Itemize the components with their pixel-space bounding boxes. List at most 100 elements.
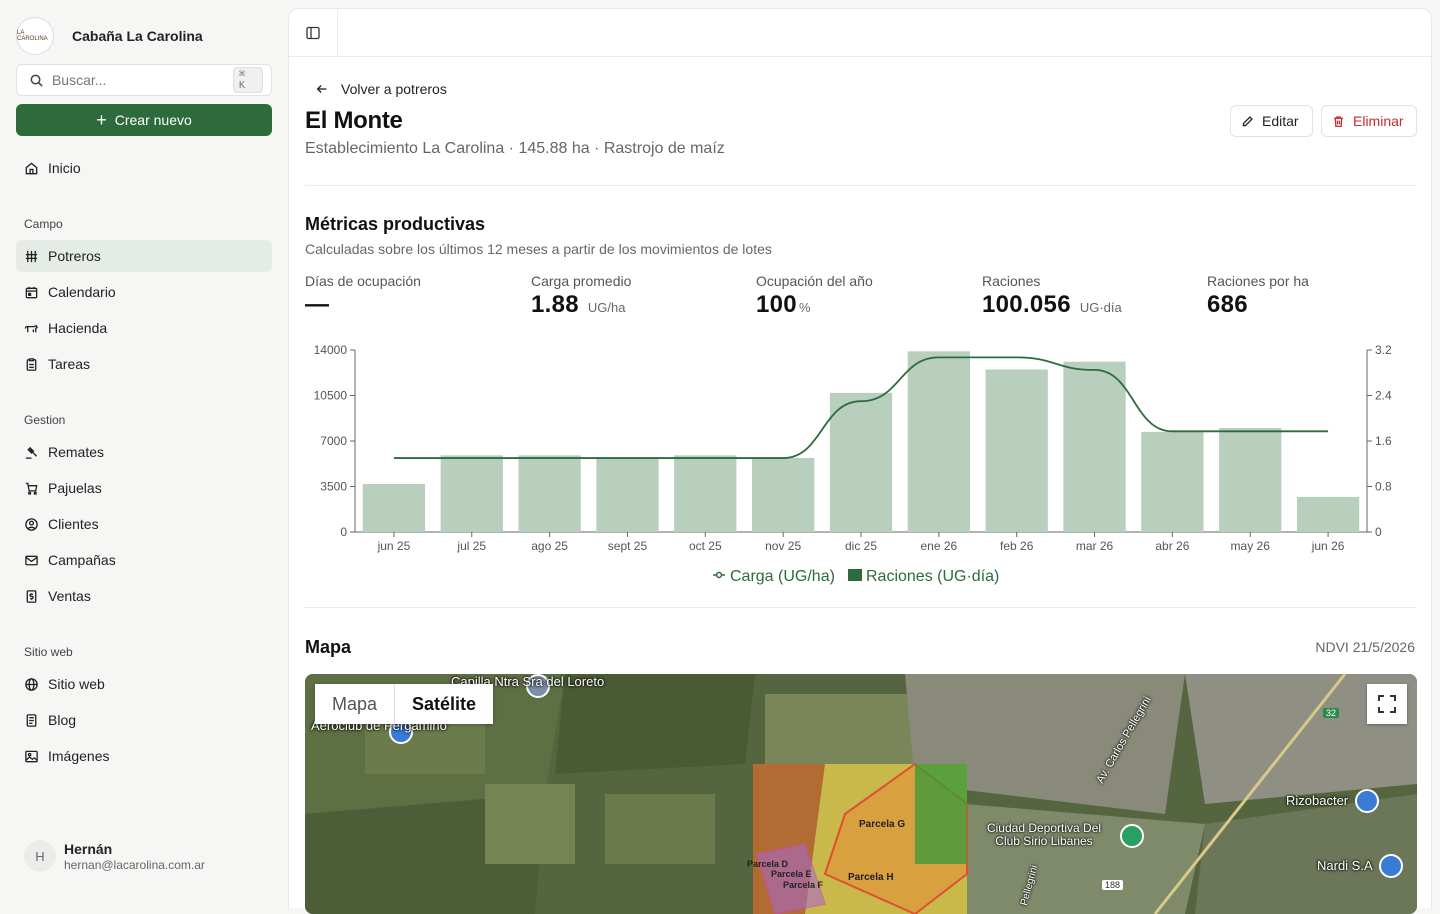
chart-bar bbox=[441, 455, 503, 532]
nav-section-campo: Campo bbox=[24, 217, 63, 231]
sidebar-item-clientes[interactable]: Clientes bbox=[16, 508, 272, 540]
parcel-label[interactable]: Parcela E bbox=[771, 869, 812, 879]
map-view[interactable]: Capilla Ntra Sra del Loreto Aeroclub de … bbox=[305, 674, 1417, 914]
pencil-icon bbox=[1241, 115, 1254, 128]
back-label: Volver a potreros bbox=[341, 81, 447, 97]
brand[interactable]: LA CAROLINA Cabaña La Carolina bbox=[16, 16, 203, 56]
y-right-tick-label: 0.8 bbox=[1375, 480, 1392, 494]
x-tick-label: nov 25 bbox=[765, 539, 801, 553]
create-new-label: Crear nuevo bbox=[115, 112, 192, 128]
metric-value-text: 100 bbox=[756, 291, 797, 318]
plus-icon: + bbox=[96, 111, 107, 129]
legend-bar-swatch bbox=[848, 569, 862, 581]
sidebar-item-pajuelas[interactable]: Pajuelas bbox=[16, 472, 272, 504]
sidebar-item-blog[interactable]: Blog bbox=[16, 704, 272, 736]
document-icon bbox=[24, 713, 39, 728]
chart-bar bbox=[1297, 497, 1359, 532]
fullscreen-button[interactable] bbox=[1367, 684, 1407, 724]
y-left-tick-label: 7000 bbox=[320, 434, 347, 448]
back-link[interactable]: Volver a potreros bbox=[315, 81, 447, 97]
y-left-tick-label: 0 bbox=[340, 525, 347, 539]
avatar: H bbox=[24, 840, 56, 872]
sidebar-item-campanas[interactable]: Campañas bbox=[16, 544, 272, 576]
metric-label: Raciones por ha bbox=[1207, 273, 1309, 289]
page-subtitle: Establecimiento La Carolina · 145.88 ha … bbox=[305, 140, 725, 158]
search-input[interactable] bbox=[52, 72, 233, 88]
search-box[interactable]: ⌘ K bbox=[16, 64, 272, 96]
sidebar-item-calendario[interactable]: Calendario bbox=[16, 276, 272, 308]
main-panel: Volver a potreros El Monte Establecimien… bbox=[288, 8, 1432, 908]
chart-bar bbox=[1219, 428, 1281, 532]
metric-value-text: 100.056 bbox=[982, 291, 1071, 318]
x-tick-label: oct 25 bbox=[689, 539, 722, 553]
sidebar-item-ventas[interactable]: Ventas bbox=[16, 580, 272, 612]
delete-button[interactable]: Eliminar bbox=[1321, 105, 1417, 137]
metrics-title: Métricas productivas bbox=[305, 214, 485, 235]
chart-bar bbox=[674, 455, 736, 532]
sidebar-item-inicio[interactable]: Inicio bbox=[16, 152, 272, 184]
sidebar-item-sitio-web[interactable]: Sitio web bbox=[16, 668, 272, 700]
metric-label: Días de ocupación bbox=[305, 273, 421, 289]
metric-label: Ocupación del año bbox=[756, 273, 873, 289]
y-left-tick-label: 14000 bbox=[314, 343, 348, 357]
sidebar-item-label: Ventas bbox=[48, 588, 91, 604]
sidebar-item-remates[interactable]: Remates bbox=[16, 436, 272, 468]
gavel-icon bbox=[24, 445, 39, 460]
globe-icon bbox=[24, 677, 39, 692]
y-right-tick-label: 1.6 bbox=[1375, 434, 1392, 448]
parcel-label[interactable]: Parcela F bbox=[783, 880, 823, 890]
sidebar-item-tareas[interactable]: Tareas bbox=[16, 348, 272, 380]
sidebar-item-potreros[interactable]: Potreros bbox=[16, 240, 272, 272]
cart-icon bbox=[24, 481, 39, 496]
legend-label: Raciones (UG·día) bbox=[866, 568, 999, 585]
metric-raciones-por-ha: Raciones por ha 686 bbox=[1207, 273, 1309, 319]
edit-button[interactable]: Editar bbox=[1230, 105, 1313, 137]
parcel-label[interactable]: Parcela G bbox=[859, 819, 905, 830]
metric-ocupacion-anio: Ocupación del año 100% bbox=[756, 273, 873, 319]
user-email: hernan@lacarolina.com.ar bbox=[64, 858, 205, 872]
user-menu[interactable]: H Hernán hernan@lacarolina.com.ar bbox=[24, 840, 205, 872]
create-new-button[interactable]: + Crear nuevo bbox=[16, 104, 272, 136]
x-tick-label: abr 26 bbox=[1155, 539, 1189, 553]
sidebar-toggle-button[interactable] bbox=[289, 9, 338, 56]
y-right-tick-label: 2.4 bbox=[1375, 389, 1392, 403]
sidebar-item-label: Blog bbox=[48, 712, 76, 728]
metrics-subtitle: Calculadas sobre los últimos 12 meses a … bbox=[305, 241, 772, 257]
metric-value: — bbox=[305, 291, 421, 319]
chart-bar bbox=[518, 455, 580, 532]
chart-bar bbox=[830, 393, 892, 532]
sidebar-item-label: Imágenes bbox=[48, 748, 109, 764]
sidebar-item-hacienda[interactable]: Hacienda bbox=[16, 312, 272, 344]
calendar-icon bbox=[24, 285, 39, 300]
image-icon bbox=[24, 749, 39, 764]
legend-line-marker bbox=[717, 573, 722, 578]
sidebar-item-imagenes[interactable]: Imágenes bbox=[16, 740, 272, 772]
map-type-satelite[interactable]: Satélite bbox=[394, 684, 493, 724]
metric-label: Carga promedio bbox=[531, 273, 631, 289]
metric-unit: UG/ha bbox=[588, 300, 626, 315]
cow-icon bbox=[24, 321, 39, 336]
map-title: Mapa bbox=[305, 637, 351, 658]
metric-value-text: — bbox=[305, 291, 329, 318]
fence-icon bbox=[24, 249, 39, 264]
metric-value-text: 1.88 bbox=[531, 291, 579, 318]
metric-value-text: 686 bbox=[1207, 291, 1248, 318]
arrow-left-icon bbox=[315, 82, 329, 96]
parcel-label[interactable]: Parcela D bbox=[747, 859, 788, 869]
map-label: Ciudad Deportiva Del Club Sirio Libanes bbox=[985, 822, 1103, 848]
trash-icon bbox=[1332, 115, 1345, 128]
route-shield: 32 bbox=[1323, 708, 1339, 718]
metric-value: 100.056 UG·día bbox=[982, 291, 1122, 319]
route-shield: 188 bbox=[1102, 880, 1123, 890]
x-tick-label: ene 26 bbox=[920, 539, 957, 553]
metric-label: Raciones bbox=[982, 273, 1122, 289]
delete-label: Eliminar bbox=[1353, 113, 1404, 129]
metric-dias-ocupacion: Días de ocupación — bbox=[305, 273, 421, 319]
map-type-mapa[interactable]: Mapa bbox=[315, 684, 394, 724]
legend-label: Carga (UG/ha) bbox=[730, 568, 835, 585]
x-tick-label: feb 26 bbox=[1000, 539, 1034, 553]
chart-bar bbox=[986, 370, 1048, 533]
brand-logo: LA CAROLINA bbox=[16, 17, 54, 55]
parcel-label[interactable]: Parcela H bbox=[848, 872, 894, 883]
